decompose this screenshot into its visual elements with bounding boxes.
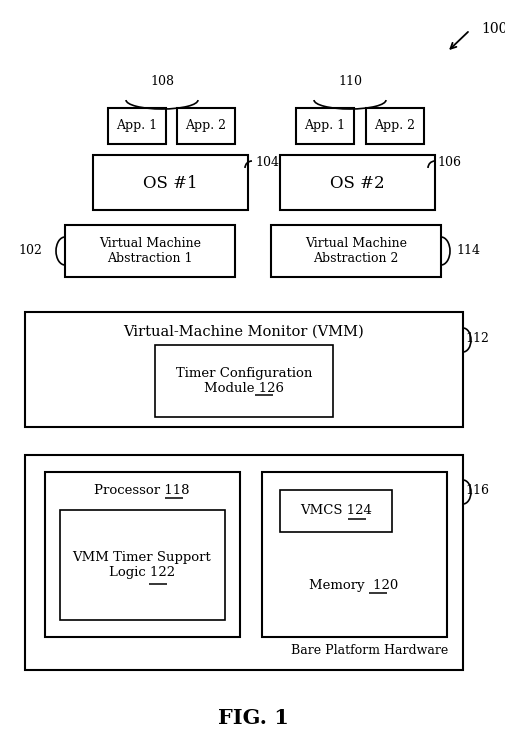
Text: VMM Timer Support
Logic 122: VMM Timer Support Logic 122 [73, 551, 211, 579]
Text: 106: 106 [436, 156, 460, 168]
Text: 100: 100 [480, 22, 505, 36]
Text: VMCS 124: VMCS 124 [299, 504, 371, 517]
Text: Bare Platform Hardware: Bare Platform Hardware [291, 643, 448, 657]
Text: App. 1: App. 1 [116, 119, 157, 132]
Bar [25, 312, 462, 427]
Text: Memory  120: Memory 120 [309, 578, 398, 591]
Text: App. 2: App. 2 [185, 119, 226, 132]
Text: 116: 116 [464, 483, 488, 497]
Text: Virtual Machine
Abstraction 2: Virtual Machine Abstraction 2 [305, 237, 406, 265]
Bar [155, 345, 332, 417]
Text: 112: 112 [464, 331, 488, 344]
Bar [365, 108, 423, 144]
Text: Virtual-Machine Monitor (VMM): Virtual-Machine Monitor (VMM) [123, 325, 364, 339]
Text: Processor 118: Processor 118 [94, 483, 189, 497]
Text: App. 1: App. 1 [304, 119, 345, 132]
Bar [279, 490, 391, 532]
Bar [65, 225, 234, 277]
Bar [177, 108, 234, 144]
Text: 114: 114 [455, 245, 479, 257]
Text: Virtual Machine
Abstraction 1: Virtual Machine Abstraction 1 [99, 237, 200, 265]
Text: OS #2: OS #2 [329, 174, 384, 192]
Text: FIG. 1: FIG. 1 [217, 708, 288, 728]
Text: App. 2: App. 2 [374, 119, 415, 132]
Bar [60, 510, 225, 620]
Bar [45, 472, 239, 637]
Text: 108: 108 [149, 75, 174, 88]
Text: Timer Configuration
Module 126: Timer Configuration Module 126 [175, 367, 312, 395]
Text: 104: 104 [255, 156, 278, 168]
Bar [271, 225, 440, 277]
Bar [295, 108, 353, 144]
Text: OS #1: OS #1 [142, 174, 197, 192]
Bar [25, 455, 462, 670]
Bar [279, 155, 434, 210]
Bar [262, 472, 446, 637]
Bar [93, 155, 247, 210]
Text: 110: 110 [337, 75, 361, 88]
Bar [108, 108, 166, 144]
Text: 102: 102 [18, 245, 42, 257]
